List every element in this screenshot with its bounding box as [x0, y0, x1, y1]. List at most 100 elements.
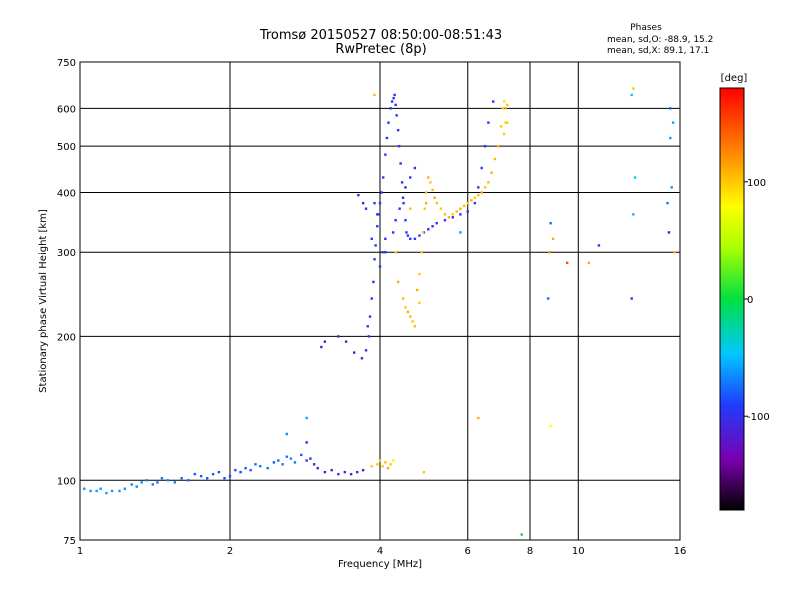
data-point	[492, 100, 495, 103]
data-point	[401, 297, 405, 300]
data-point	[130, 483, 133, 486]
data-point	[180, 477, 183, 480]
data-point	[427, 228, 430, 231]
data-point	[320, 345, 323, 349]
data-point	[439, 207, 443, 210]
data-point	[477, 186, 480, 189]
data-point	[384, 251, 387, 254]
data-point	[443, 219, 447, 222]
data-point	[384, 461, 387, 464]
data-point	[496, 144, 500, 148]
data-point	[309, 457, 312, 460]
x-tick-label: 4	[377, 546, 383, 557]
y-tick-labels: 75 100 200 300 400 500 600 750	[57, 58, 76, 547]
data-point	[211, 472, 215, 476]
data-point	[406, 234, 410, 237]
data-point	[411, 320, 414, 323]
data-point	[386, 466, 390, 470]
data-point	[272, 461, 276, 464]
data-point	[305, 416, 308, 420]
data-point	[473, 201, 477, 205]
data-point	[293, 461, 297, 464]
data-point	[669, 107, 672, 110]
data-point	[382, 176, 385, 179]
data-point	[490, 171, 493, 174]
data-point	[223, 477, 226, 480]
data-point	[376, 463, 379, 466]
data-point	[597, 244, 601, 247]
x-tick-labels: 1 2 4 6 8 10 16	[77, 546, 687, 557]
data-point	[413, 166, 417, 170]
data-point	[166, 479, 169, 482]
y-tick-label: 600	[57, 104, 76, 115]
data-point	[352, 351, 356, 354]
data-point	[404, 306, 407, 309]
data-point	[415, 288, 419, 292]
y-tick-label: 300	[57, 248, 76, 259]
y-axis-label: Stationary phase Virtual Height [km]	[38, 209, 49, 393]
data-point	[323, 470, 327, 474]
data-point	[389, 107, 392, 110]
data-point	[443, 213, 447, 216]
data-point	[361, 201, 365, 205]
data-point	[632, 87, 635, 90]
data-point	[151, 483, 155, 486]
data-point	[451, 216, 455, 219]
data-point	[630, 297, 633, 300]
y-tick-label: 500	[57, 142, 76, 153]
data-point	[406, 310, 410, 314]
data-point	[393, 93, 396, 97]
data-point	[429, 181, 432, 184]
data-point	[378, 265, 382, 268]
data-point	[502, 132, 506, 136]
y-tick-label: 400	[57, 188, 76, 199]
data-point	[384, 237, 387, 241]
phases-x-stats: mean, sd,X: 89.1, 17.1	[607, 46, 709, 56]
data-point	[377, 213, 381, 216]
data-point	[459, 231, 462, 234]
data-point	[239, 470, 242, 474]
y-tick-label: 200	[57, 332, 76, 343]
data-point	[205, 477, 209, 480]
data-point	[420, 251, 423, 254]
data-point	[83, 487, 86, 490]
data-point	[451, 213, 455, 216]
data-point	[123, 487, 126, 490]
data-point	[305, 441, 308, 444]
data-point	[493, 157, 497, 161]
data-point	[630, 93, 633, 97]
data-point	[312, 463, 316, 466]
data-point	[394, 251, 397, 254]
data-point	[504, 107, 507, 110]
data-point	[361, 468, 365, 472]
data-point	[390, 100, 394, 103]
data-point	[140, 481, 143, 484]
data-point	[378, 201, 382, 205]
data-point	[89, 489, 92, 493]
data-point	[266, 466, 269, 470]
data-point	[459, 213, 462, 216]
x-tick-label: 8	[527, 546, 533, 557]
data-point	[105, 491, 108, 495]
data-point	[381, 251, 384, 254]
data-point	[480, 166, 483, 170]
y-tick-label: 100	[57, 476, 76, 487]
y-tick-label: 75	[63, 536, 76, 547]
data-point	[156, 481, 159, 484]
data-point	[370, 465, 373, 468]
chart-subtitle: RwPretec (8p)	[335, 42, 426, 57]
data-point	[470, 199, 473, 202]
data-point	[671, 121, 675, 124]
data-point	[455, 210, 458, 213]
data-point	[277, 459, 280, 462]
data-point	[423, 207, 426, 210]
phases-heading: Phases	[630, 23, 662, 33]
data-point	[384, 153, 387, 156]
data-point	[374, 244, 377, 247]
data-point	[366, 325, 369, 328]
data-point	[135, 485, 138, 488]
x-tick-label: 16	[674, 546, 687, 557]
data-point	[285, 432, 288, 436]
data-point	[173, 481, 177, 484]
data-point	[447, 216, 451, 219]
